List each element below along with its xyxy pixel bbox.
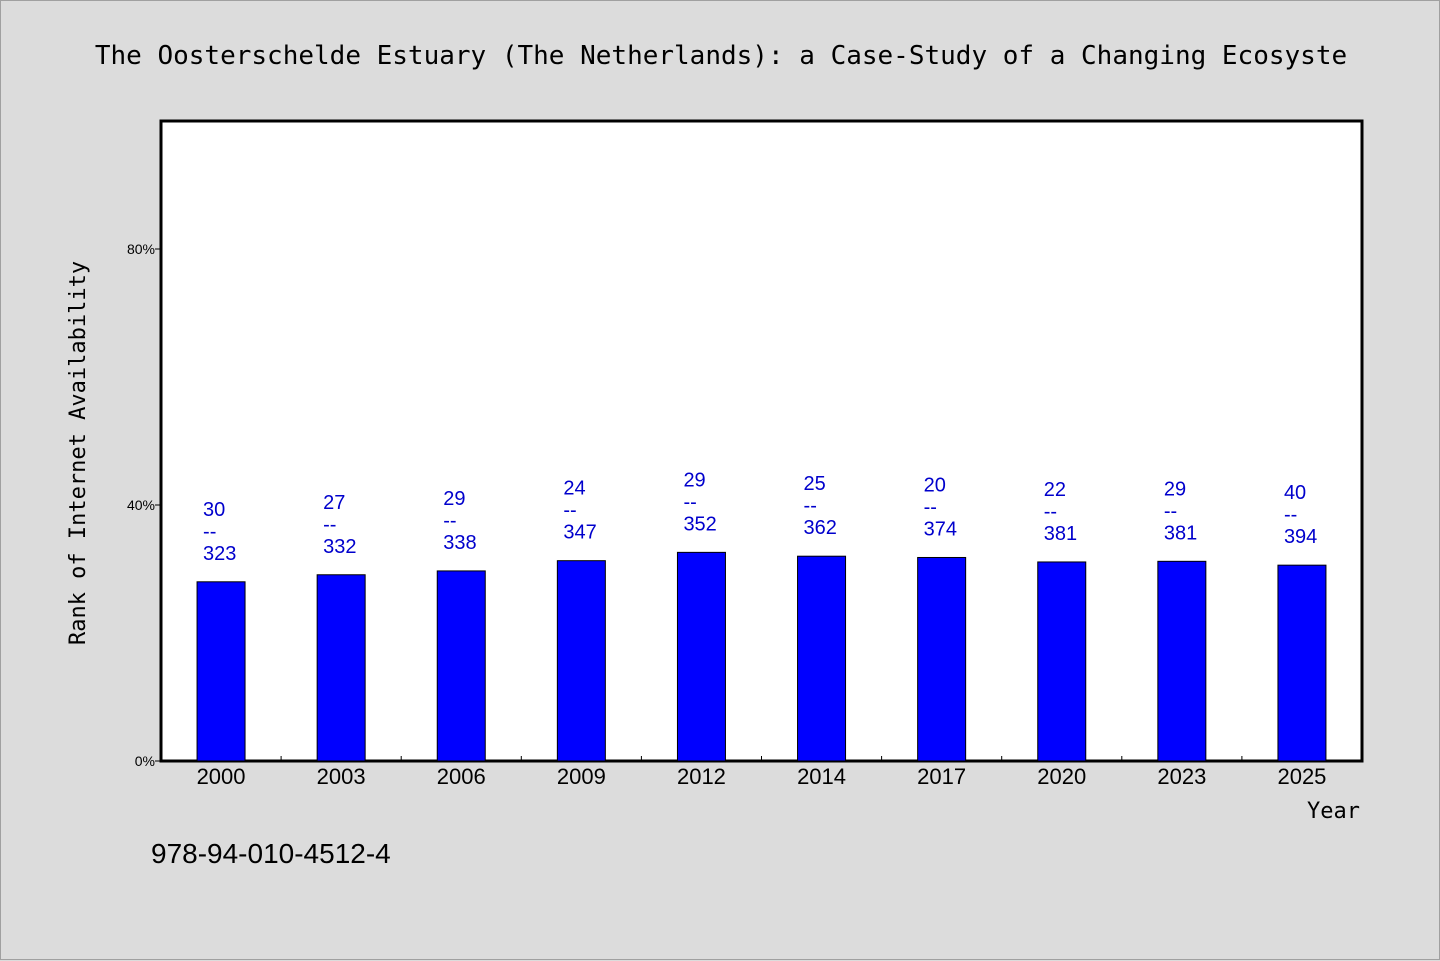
bar <box>797 555 847 762</box>
data-label-top: 22 <box>1044 479 1066 501</box>
x-tick-label: 2020 <box>1037 764 1086 789</box>
x-tick-label: 2017 <box>917 764 966 789</box>
x-axis: 2000 2003 2006 2009 2012 2014 2017 2020 2023 2025 <box>197 756 1326 789</box>
data-label-top: 20 <box>924 474 946 496</box>
bar <box>556 560 606 762</box>
data-label-separator: -- <box>804 495 817 517</box>
x-tick-label: 2012 <box>677 764 726 789</box>
x-tick-label: 2006 <box>437 764 486 789</box>
data-label-bottom: 347 <box>563 522 596 544</box>
y-axis-label: Rank of Internet Availability <box>66 261 91 645</box>
data-label-separator: -- <box>683 491 696 513</box>
data-label-top: 40 <box>1284 482 1306 504</box>
data-label-separator: -- <box>203 521 216 543</box>
data-label-bottom: 352 <box>683 513 716 535</box>
data-labels: 30--32327--33229--33824--34729--35225--3… <box>203 469 1317 564</box>
bar-series <box>196 551 1327 762</box>
x-tick-label: 2014 <box>797 764 846 789</box>
bar <box>196 581 246 762</box>
data-label-top: 25 <box>804 473 826 495</box>
data-label-bottom: 338 <box>443 532 476 554</box>
data-label-bottom: 394 <box>1284 526 1317 548</box>
data-label-top: 29 <box>1164 478 1186 500</box>
bar <box>316 574 366 762</box>
y-tick-label: 0% <box>135 753 155 769</box>
x-axis-label: Year <box>1307 799 1360 824</box>
data-label-separator: -- <box>1164 500 1177 522</box>
data-label-bottom: 323 <box>203 543 236 565</box>
x-tick-label: 2025 <box>1277 764 1326 789</box>
data-label-bottom: 374 <box>924 518 957 540</box>
bar <box>1037 561 1087 762</box>
isbn-text: 978-94-010-4512-4 <box>151 838 391 869</box>
data-label-separator: -- <box>323 514 336 536</box>
data-label-separator: -- <box>563 500 576 522</box>
data-label-top: 24 <box>563 478 585 500</box>
x-tick-label: 2003 <box>317 764 366 789</box>
y-tick-label: 40% <box>127 497 155 513</box>
data-label-bottom: 332 <box>323 536 356 558</box>
bar <box>676 551 726 762</box>
bar <box>1277 564 1327 762</box>
y-axis: 0% 40% 80% <box>127 241 161 769</box>
y-tick-label: 80% <box>127 241 155 257</box>
data-label-top: 29 <box>683 469 705 491</box>
data-label-top: 29 <box>443 488 465 510</box>
data-label-separator: -- <box>443 510 456 532</box>
data-label-bottom: 381 <box>1044 523 1077 545</box>
data-label-bottom: 381 <box>1164 522 1197 544</box>
x-tick-label: 2023 <box>1157 764 1206 789</box>
x-tick-label: 2000 <box>197 764 246 789</box>
bar <box>1157 560 1207 762</box>
data-label-separator: -- <box>924 496 937 518</box>
data-label-separator: -- <box>1284 504 1297 526</box>
bar <box>917 556 967 762</box>
data-label-separator: -- <box>1044 501 1057 523</box>
x-tick-label: 2009 <box>557 764 606 789</box>
data-label-top: 27 <box>323 492 345 514</box>
data-label-bottom: 362 <box>804 517 837 539</box>
data-label-top: 30 <box>203 499 225 521</box>
chart-title: The Oosterschelde Estuary (The Netherlan… <box>95 41 1347 71</box>
bar <box>436 570 486 762</box>
